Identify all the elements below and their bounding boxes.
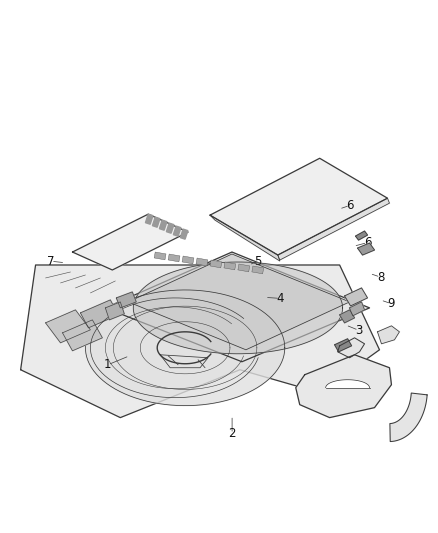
- Bar: [180, 229, 188, 239]
- Text: 6: 6: [364, 236, 371, 249]
- Polygon shape: [356, 231, 367, 240]
- Polygon shape: [85, 290, 285, 406]
- Bar: [224, 262, 236, 270]
- Text: 8: 8: [377, 271, 384, 284]
- Bar: [210, 260, 222, 268]
- Bar: [238, 264, 250, 272]
- Polygon shape: [63, 320, 102, 351]
- Polygon shape: [128, 254, 350, 350]
- Bar: [252, 266, 264, 274]
- Bar: [152, 217, 160, 227]
- Text: 7: 7: [47, 255, 55, 268]
- Polygon shape: [378, 326, 399, 344]
- Polygon shape: [210, 158, 388, 255]
- Text: 2: 2: [228, 427, 236, 440]
- Bar: [196, 258, 208, 266]
- Polygon shape: [345, 288, 367, 306]
- Bar: [166, 223, 174, 233]
- Polygon shape: [390, 393, 427, 441]
- Bar: [159, 220, 167, 230]
- Polygon shape: [46, 310, 90, 343]
- Polygon shape: [357, 243, 374, 255]
- Polygon shape: [278, 198, 389, 260]
- Polygon shape: [106, 302, 124, 320]
- Bar: [154, 252, 166, 260]
- Polygon shape: [339, 310, 355, 323]
- Polygon shape: [350, 302, 364, 316]
- Polygon shape: [210, 215, 280, 261]
- Polygon shape: [326, 379, 370, 387]
- Bar: [145, 214, 153, 224]
- Polygon shape: [21, 265, 379, 417]
- Polygon shape: [133, 262, 343, 354]
- Text: 1: 1: [104, 358, 111, 372]
- Text: 4: 4: [276, 292, 284, 305]
- Polygon shape: [72, 214, 188, 270]
- Polygon shape: [296, 355, 392, 417]
- Text: 9: 9: [388, 297, 395, 310]
- Polygon shape: [338, 338, 364, 358]
- Polygon shape: [117, 292, 136, 308]
- Text: 5: 5: [254, 255, 262, 268]
- Polygon shape: [81, 300, 118, 328]
- Text: 3: 3: [355, 324, 362, 337]
- Polygon shape: [335, 339, 352, 352]
- Polygon shape: [106, 252, 370, 362]
- Bar: [182, 256, 194, 264]
- Bar: [173, 226, 181, 236]
- Text: 6: 6: [346, 199, 354, 212]
- Bar: [168, 254, 180, 262]
